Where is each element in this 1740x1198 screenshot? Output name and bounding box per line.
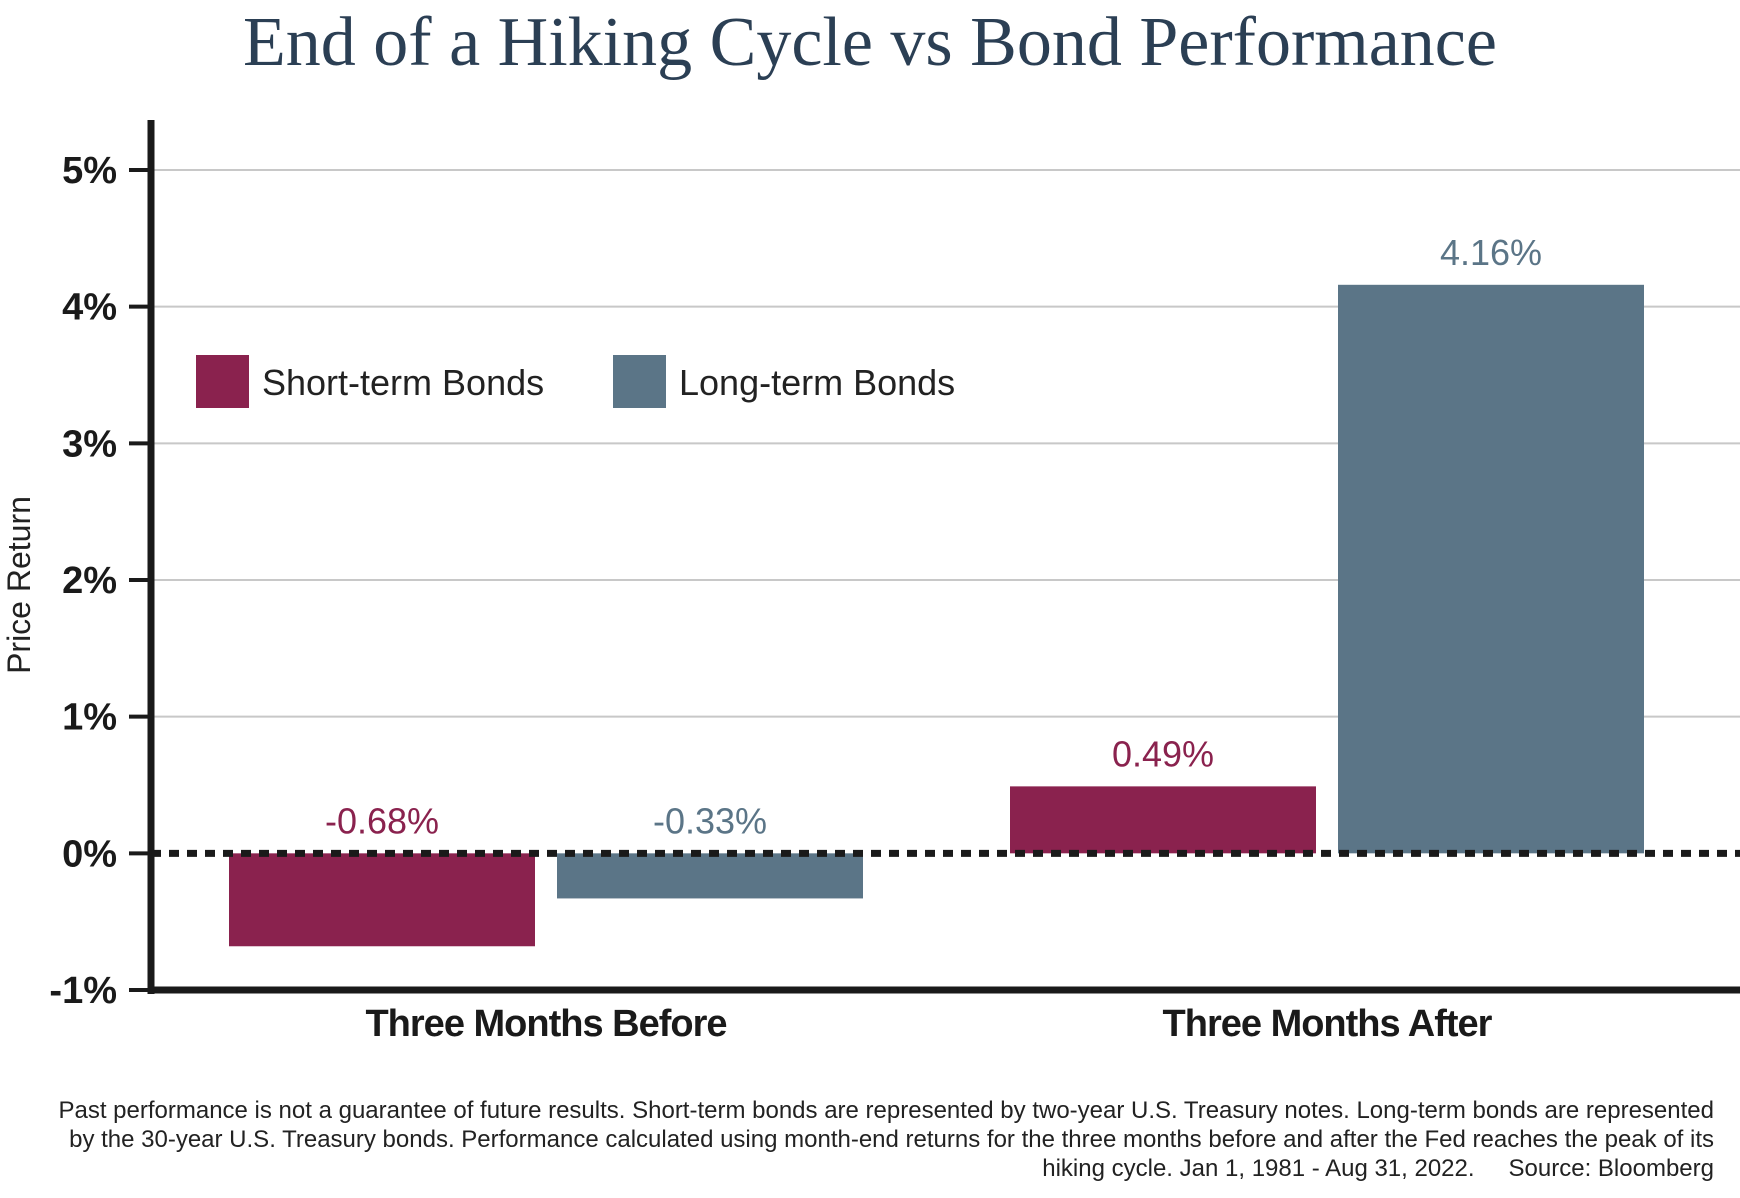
data-label: -0.68%	[325, 800, 439, 841]
y-tick-label: 1%	[62, 697, 117, 739]
footnote-text: Past performance is not a guarantee of f…	[58, 1097, 1714, 1182]
footnote: Past performance is not a guarantee of f…	[54, 1096, 1714, 1183]
chart-title: End of a Hiking Cycle vs Bond Performanc…	[243, 4, 1497, 81]
bar-short-term-before	[229, 853, 535, 947]
legend-label: Long-term Bonds	[679, 362, 955, 403]
data-label: 4.16%	[1440, 232, 1542, 273]
bar-short-term-after	[1010, 786, 1316, 854]
y-tick-label: 5%	[62, 150, 117, 192]
x-tick-labels: Three Months Before Three Months After	[365, 1003, 1493, 1045]
bar-long-term-after	[1338, 284, 1644, 854]
y-tick-label: 2%	[62, 560, 117, 602]
bars	[229, 284, 1644, 947]
x-tick-label: Three Months After	[1163, 1003, 1493, 1045]
x-tick-label: Three Months Before	[365, 1003, 726, 1045]
y-tick-label: -1%	[49, 970, 117, 1012]
axes	[129, 120, 1740, 994]
y-tick-label: 0%	[62, 833, 117, 875]
data-label: -0.33%	[653, 800, 767, 841]
bar-long-term-before	[557, 853, 863, 899]
y-axis-title: Price Return	[1, 496, 37, 674]
data-labels: -0.68% 0.49% -0.33% 4.16%	[325, 232, 1542, 842]
legend: Short-term Bonds Long-term Bonds	[196, 355, 955, 408]
legend-swatch-short-term	[196, 355, 249, 408]
legend-label: Short-term Bonds	[262, 362, 544, 403]
y-tick-labels: -1% 0% 1% 2% 3% 4% 5%	[49, 150, 117, 1012]
y-tick-label: 3%	[62, 423, 117, 465]
footnote-source: Source: Bloomberg	[1508, 1155, 1714, 1182]
data-label: 0.49%	[1112, 733, 1214, 774]
legend-swatch-long-term	[613, 355, 666, 408]
y-tick-label: 4%	[62, 287, 117, 329]
